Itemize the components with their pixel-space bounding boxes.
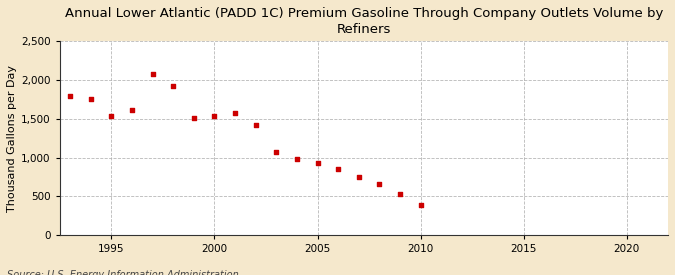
Point [312,161,323,165]
Point [292,157,302,161]
Point [126,107,137,112]
Point [230,111,240,116]
Text: Source: U.S. Energy Information Administration: Source: U.S. Energy Information Administ… [7,271,238,275]
Title: Annual Lower Atlantic (PADD 1C) Premium Gasoline Through Company Outlets Volume : Annual Lower Atlantic (PADD 1C) Premium … [65,7,663,36]
Point [188,116,199,120]
Point [147,72,158,76]
Point [271,150,281,155]
Y-axis label: Thousand Gallons per Day: Thousand Gallons per Day [7,65,17,212]
Point [209,114,220,118]
Point [250,123,261,127]
Point [106,114,117,118]
Point [333,166,344,171]
Point [395,192,406,196]
Point [374,182,385,186]
Point [65,94,76,98]
Point [415,203,426,207]
Point [168,84,179,89]
Point [85,97,96,102]
Point [353,175,364,179]
